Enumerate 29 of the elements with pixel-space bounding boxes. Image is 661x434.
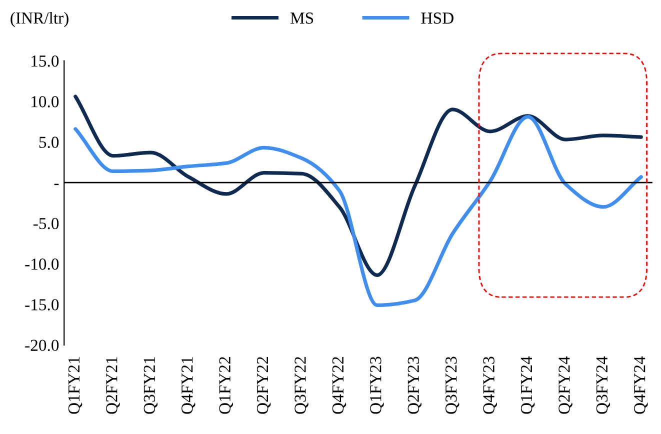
x-tick-label: Q3FY21 xyxy=(144,357,158,414)
y-tick-label: -10.0 xyxy=(25,258,59,270)
y-tick-label: 15.0 xyxy=(32,55,59,67)
x-tick-label: Q2FY22 xyxy=(256,357,271,414)
y-tick-label: 5.0 xyxy=(39,136,59,148)
x-tick-label: Q2FY24 xyxy=(558,356,572,414)
x-tick-label: Q3FY23 xyxy=(446,356,460,414)
legend-label: MS xyxy=(290,12,314,24)
x-tick-label: Q1FY21 xyxy=(68,357,82,414)
legend-label: HSD xyxy=(421,12,454,24)
x-tick-label: Q4FY21 xyxy=(182,357,196,414)
x-tick-label: Q4FY24 xyxy=(634,356,648,414)
y-tick-label: -15.0 xyxy=(25,299,59,310)
x-tick-label: Q3FY24 xyxy=(596,356,610,414)
y-tick-label: 10.0 xyxy=(32,96,59,108)
line-series xyxy=(74,94,643,277)
x-tick-label: Q1FY23 xyxy=(370,356,384,414)
x-tick-label: Q4FY22 xyxy=(332,357,346,414)
y-tick-label: -20.0 xyxy=(25,340,59,352)
x-tick-label: Q1FY24 xyxy=(520,356,535,414)
x-tick-label: Q1FY22 xyxy=(219,357,233,414)
y-tick-label: -5.0 xyxy=(33,218,59,230)
x-tick-label: Q3FY22 xyxy=(294,357,308,414)
x-tick-label: Q2FY23 xyxy=(408,356,422,414)
y-axis-title: (INR/ltr) xyxy=(10,12,68,28)
y-tick-label: - xyxy=(54,184,59,186)
line-series xyxy=(74,114,643,308)
x-tick-label: Q4FY23 xyxy=(483,356,497,414)
x-tick-label: Q2FY21 xyxy=(106,357,120,414)
